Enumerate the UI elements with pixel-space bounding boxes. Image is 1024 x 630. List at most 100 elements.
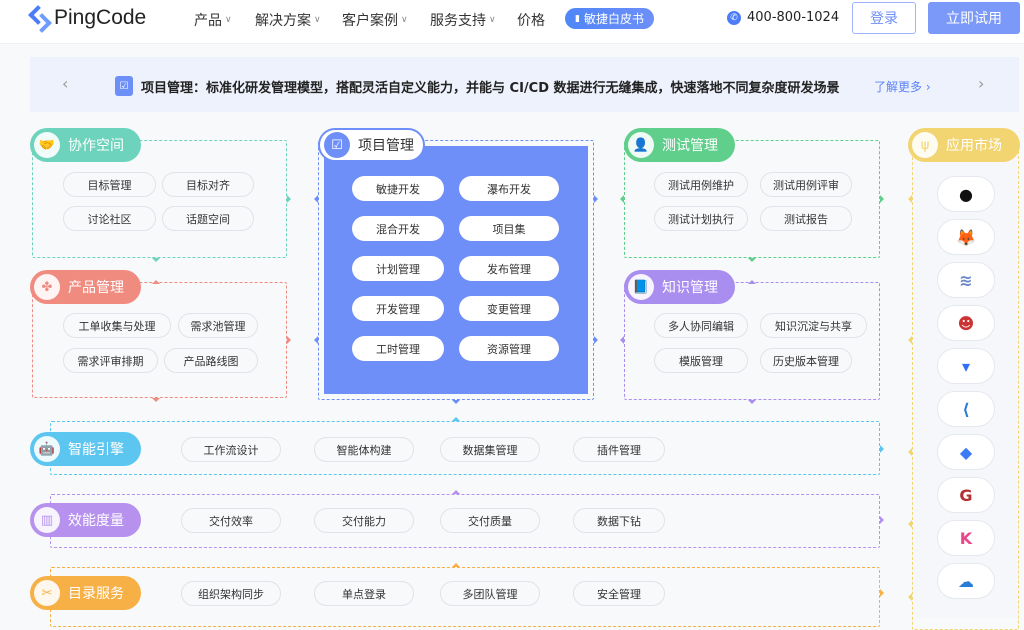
- tools-icon: ✂: [34, 580, 60, 606]
- connector-arrow: [904, 520, 912, 528]
- feature-chip[interactable]: 安全管理: [573, 581, 665, 606]
- feature-chip[interactable]: 敏捷开发: [352, 176, 444, 201]
- feature-chip[interactable]: 讨论社区: [63, 206, 156, 231]
- feature-chip[interactable]: 瀑布开发: [459, 176, 559, 201]
- feature-chip[interactable]: 交付效率: [181, 508, 281, 533]
- prev-arrow-icon[interactable]: ‹: [62, 74, 69, 93]
- login-button[interactable]: 登录: [852, 2, 916, 34]
- app-jenkins[interactable]: ☻: [937, 305, 995, 341]
- connector-arrow: [880, 589, 888, 597]
- feature-chip[interactable]: 测试用例评审: [760, 172, 852, 197]
- feature-chip[interactable]: 测试报告: [760, 206, 852, 231]
- feature-chip[interactable]: 多人协同编辑: [654, 313, 748, 338]
- section-title: 产品管理: [68, 280, 124, 296]
- feature-chip[interactable]: 发布管理: [459, 256, 559, 281]
- app-vscode[interactable]: ⟨: [937, 391, 995, 427]
- connector-arrow: [310, 195, 318, 203]
- feature-chip[interactable]: 测试计划执行: [654, 206, 748, 231]
- connector-arrow: [452, 486, 460, 494]
- nav-label: 解决方案: [255, 13, 311, 29]
- feature-chip[interactable]: 测试用例维护: [654, 172, 748, 197]
- free-trial-button[interactable]: 立即试用: [928, 2, 1020, 34]
- section-tag-knowledge[interactable]: 📘 知识管理: [624, 270, 735, 304]
- feature-chip[interactable]: 资源管理: [459, 336, 559, 361]
- feature-chip[interactable]: 工单收集与处理: [63, 313, 171, 338]
- feature-chip[interactable]: 智能体构建: [314, 437, 414, 462]
- connector-arrow: [594, 336, 602, 344]
- app-zentao[interactable]: ≋: [937, 262, 995, 298]
- feature-chip[interactable]: 话题空间: [162, 206, 254, 231]
- next-arrow-icon[interactable]: ›: [978, 74, 985, 93]
- connector-arrow: [594, 195, 602, 203]
- feature-chip[interactable]: 组织架构同步: [181, 581, 281, 606]
- section-tag-directory[interactable]: ✂ 目录服务: [30, 576, 141, 610]
- nav-cases[interactable]: 客户案例 ∨: [342, 10, 408, 30]
- section-box-collab: [32, 140, 287, 258]
- connector-arrow: [904, 593, 912, 601]
- feature-chip[interactable]: 计划管理: [352, 256, 444, 281]
- whitepaper-button[interactable]: ▮ 敏捷白皮书: [565, 8, 654, 29]
- app-gitee[interactable]: G: [937, 477, 995, 513]
- feature-chip[interactable]: 变更管理: [459, 296, 559, 321]
- connector-arrow: [904, 336, 912, 344]
- kibana-icon: K: [959, 528, 973, 548]
- feature-chip[interactable]: 交付能力: [314, 508, 414, 533]
- app-jira[interactable]: ◆: [937, 434, 995, 470]
- chevron-down-icon: ∨: [225, 15, 232, 25]
- section-tag-market[interactable]: ψ 应用市场: [908, 128, 1020, 162]
- app-gitlab[interactable]: 🦊: [937, 219, 995, 255]
- feature-chip[interactable]: 数据集管理: [440, 437, 540, 462]
- top-nav: PingCode 产品 ∨ 解决方案 ∨ 客户案例 ∨ 服务支持 ∨ 价格 ▮ 敏捷白皮书…: [0, 0, 1024, 44]
- section-tag-project[interactable]: ☑ 项目管理: [318, 128, 425, 162]
- pingcode-logo-icon: [30, 5, 48, 31]
- section-title: 协作空间: [68, 138, 124, 154]
- feature-chip[interactable]: 产品路线图: [164, 348, 258, 373]
- connector-arrow: [748, 258, 756, 266]
- chevron-down-icon: ∨: [401, 15, 408, 25]
- app-kibana[interactable]: K: [937, 520, 995, 556]
- feature-banner: ‹ ☑ 项目管理：标准化研发管理模型，搭配灵活自定义能力，并能与 CI/CD 数据…: [30, 57, 1019, 112]
- section-tag-test[interactable]: 👤 测试管理: [624, 128, 735, 162]
- nav-product[interactable]: 产品 ∨: [194, 10, 232, 30]
- feature-chip[interactable]: 目标对齐: [162, 172, 254, 197]
- feature-chip[interactable]: 多团队管理: [440, 581, 540, 606]
- nav-services[interactable]: 服务支持 ∨: [430, 10, 496, 30]
- feature-chip[interactable]: 目标管理: [63, 172, 156, 197]
- feature-chip[interactable]: 数据下钻: [573, 508, 665, 533]
- nav-pricing[interactable]: 价格: [517, 10, 545, 30]
- chevron-down-icon: ∨: [314, 15, 321, 25]
- feature-chip[interactable]: 历史版本管理: [760, 348, 852, 373]
- feature-chip[interactable]: 需求评审排期: [63, 348, 158, 373]
- app-github[interactable]: ●: [937, 176, 995, 212]
- feature-chip[interactable]: 交付质量: [440, 508, 540, 533]
- gitlab-icon: 🦊: [956, 227, 976, 247]
- feature-chip[interactable]: 项目集: [459, 216, 559, 241]
- nav-label: 价格: [517, 13, 545, 29]
- app-bitbucket[interactable]: ▾: [937, 348, 995, 384]
- section-tag-collab[interactable]: 🤝 协作空间: [30, 128, 141, 162]
- feature-chip[interactable]: 模版管理: [654, 348, 748, 373]
- section-title: 项目管理: [358, 138, 414, 154]
- banner-text: ☑ 项目管理：标准化研发管理模型，搭配灵活自定义能力，并能与 CI/CD 数据进行…: [115, 76, 840, 96]
- feature-chip[interactable]: 混合开发: [352, 216, 444, 241]
- feature-chip[interactable]: 知识沉淀与共享: [760, 313, 867, 338]
- section-tag-engine[interactable]: 🤖 智能引擎: [30, 432, 141, 466]
- feature-chip[interactable]: 插件管理: [573, 437, 665, 462]
- nav-solutions[interactable]: 解决方案 ∨: [255, 10, 321, 30]
- feature-chip[interactable]: 工时管理: [352, 336, 444, 361]
- connector-arrow: [287, 195, 295, 203]
- feature-chip[interactable]: 需求池管理: [178, 313, 258, 338]
- connector-arrow: [452, 559, 460, 567]
- connector-arrow: [152, 258, 160, 266]
- connector-arrow: [616, 336, 624, 344]
- app-cloud[interactable]: ☁: [937, 563, 995, 599]
- book-icon: 📘: [628, 274, 654, 300]
- learn-more-link[interactable]: 了解更多 ›: [874, 80, 931, 94]
- section-tag-metrics[interactable]: ▥ 效能度量: [30, 503, 141, 537]
- logo[interactable]: PingCode: [30, 5, 146, 31]
- section-tag-product[interactable]: ✤ 产品管理: [30, 270, 141, 304]
- feature-chip[interactable]: 开发管理: [352, 296, 444, 321]
- feature-chip[interactable]: 单点登录: [314, 581, 414, 606]
- connector-arrow: [152, 398, 160, 406]
- feature-chip[interactable]: 工作流设计: [181, 437, 281, 462]
